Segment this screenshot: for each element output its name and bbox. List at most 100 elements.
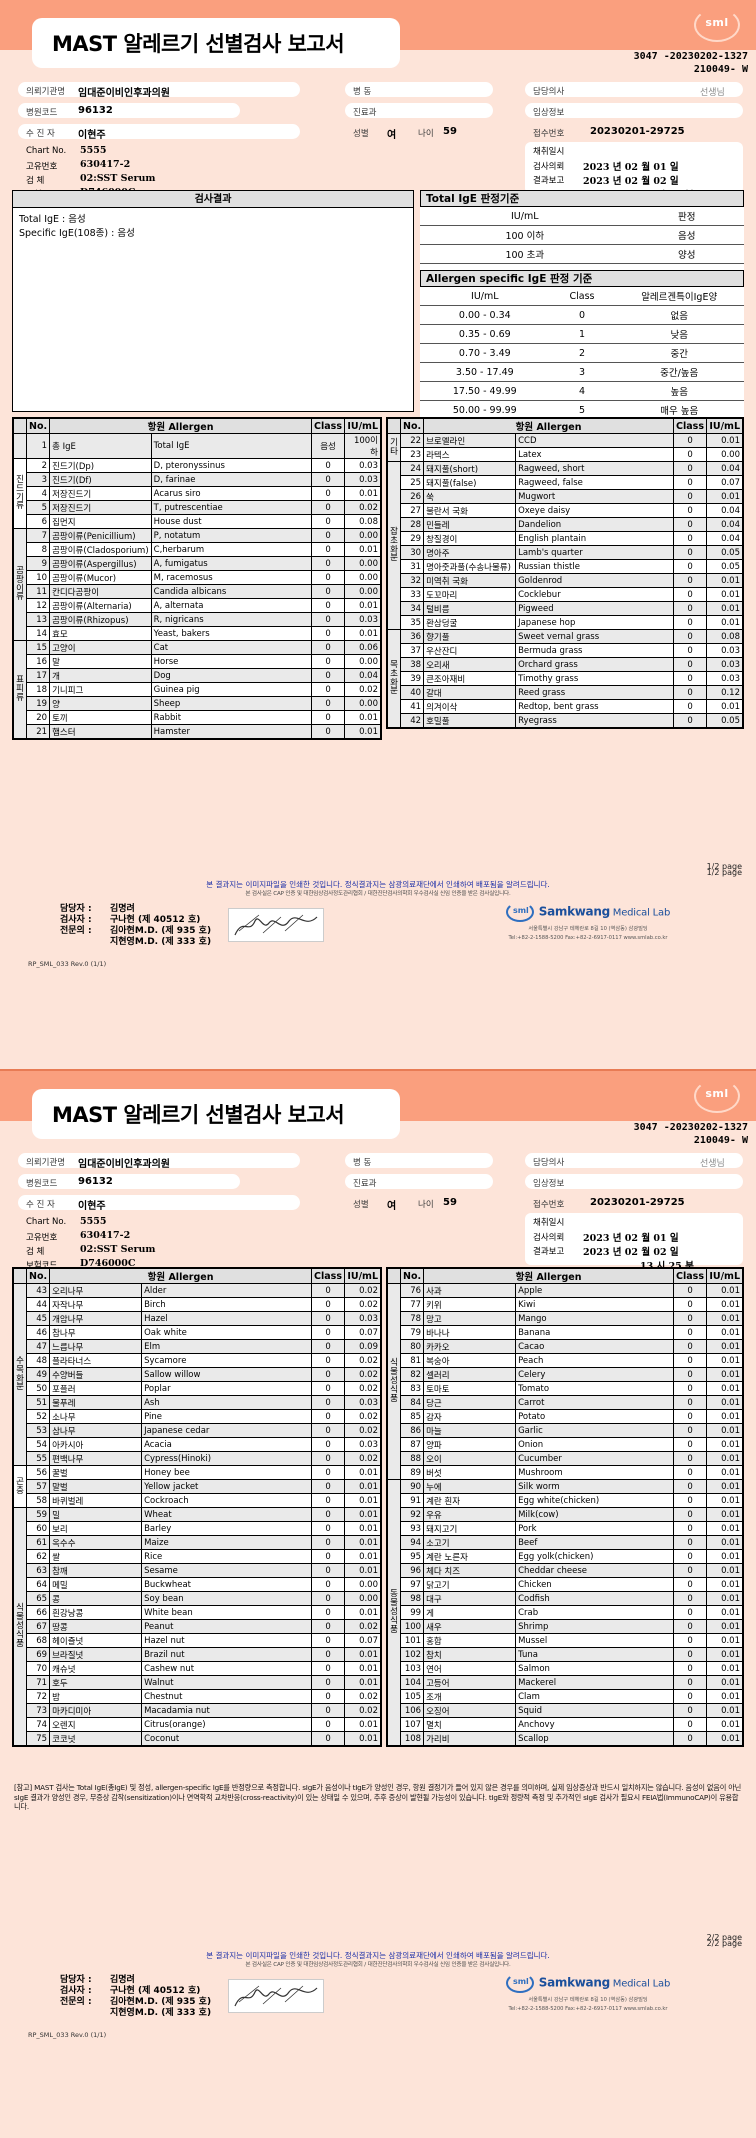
allergen-no: 56 [25, 1465, 51, 1480]
allergen-no: 33 [399, 587, 425, 602]
allergen-class: 0 [311, 1549, 345, 1564]
uniqueno-value: 630417-2 [80, 1230, 131, 1241]
allergen-name-en: Cacao [515, 1339, 675, 1354]
collect-label: 채취일시 [533, 1218, 565, 1228]
total-ige-range: 100 이하 [420, 225, 630, 245]
allergen-no: 66 [25, 1605, 51, 1620]
allergen-class: 0 [673, 1353, 707, 1368]
allergen-name-kr: 계란 흰자 [423, 1493, 517, 1508]
allergen-no: 62 [25, 1549, 51, 1564]
allergen-name-en: Orchard grass [515, 657, 675, 672]
allergen-name-kr: 포플러 [49, 1381, 143, 1396]
allergen-name-en: Sesame [141, 1563, 313, 1578]
allergen-name-kr: 진드기(Df) [49, 472, 152, 487]
allergen-name-en: Garlic [515, 1423, 675, 1438]
staff-label: 담당자 : [60, 904, 92, 914]
ward-label: 병 동 [353, 87, 372, 97]
allergen-no: 51 [25, 1395, 51, 1410]
allergen-name-en: Acacia [141, 1437, 313, 1452]
allergen-no: 30 [399, 545, 425, 560]
allergen-class: 0 [311, 1283, 345, 1298]
allergen-iu: 0.03 [344, 472, 381, 487]
allergen-name-en: Chicken [515, 1577, 675, 1592]
allergen-row: 31 명아줏과풀(수송나물류) Russian thistle 0 0.05 [388, 559, 743, 574]
allergen-name-en: White bean [141, 1605, 313, 1620]
allergen-no: 102 [399, 1647, 425, 1662]
allergen-iu: 0.01 [344, 486, 381, 501]
allergen-name-kr: 오렌지 [49, 1717, 143, 1732]
allergen-class: 0 [673, 1717, 707, 1732]
allergen-row: 68 헤이즐넛 Hazel nut 0 0.07 [14, 1633, 381, 1648]
allergen-name-en: Oak white [141, 1325, 313, 1340]
total-ige-header-row: IU/mL 판정 [420, 207, 744, 226]
allergen-no: 63 [25, 1563, 51, 1578]
total-ige-verdict: 양성 [629, 244, 744, 264]
allergen-no: 2 [25, 458, 51, 473]
allergen-row: 60 보리 Barley 0 0.01 [14, 1521, 381, 1536]
allergen-class: 0 [673, 1633, 707, 1648]
allergen-name-en: Hazel nut [141, 1633, 313, 1648]
chartno-value: 5555 [80, 145, 107, 156]
allergen-no: 44 [25, 1297, 51, 1312]
allergen-row: 83 토마토 Tomato 0 0.01 [388, 1381, 743, 1396]
allergen-row: 50 포플러 Poplar 0 0.02 [14, 1381, 381, 1396]
allergen-name-kr: 대구 [423, 1591, 517, 1606]
specialist-value-2: 지현영M.D. (제 333 호) [110, 2008, 212, 2018]
brand-name-2: Medical Lab [612, 1978, 671, 1990]
allergen-no: 75 [25, 1731, 51, 1746]
allergen-no: 70 [25, 1661, 51, 1676]
allergen-no: 6 [25, 514, 51, 529]
allergen-class: 0 [311, 1717, 345, 1732]
allergen-name-kr: 캐슈넛 [49, 1661, 143, 1676]
allergen-name-kr: 호두 [49, 1675, 143, 1690]
allergen-row: 30 명아주 Lamb's quarter 0 0.05 [388, 545, 743, 560]
allergen-iu: 0.04 [706, 503, 743, 518]
specific-ige-class: 0 [549, 305, 615, 325]
allergen-row: 65 콩 Soy bean 0 0.00 [14, 1591, 381, 1606]
allergen-table-header: No. 항원 Allergen Class IU/mL [387, 1268, 743, 1284]
doctor-value: 선생님 [700, 88, 725, 98]
allergen-name-en: Clam [515, 1689, 675, 1704]
allergen-row: 52 소나무 Pine 0 0.02 [14, 1409, 381, 1424]
allergen-no: 82 [399, 1367, 425, 1382]
allergen-no: 100 [399, 1619, 425, 1634]
allergen-name-kr: 브로멜라인 [423, 433, 517, 448]
allergen-name-en: Cheddar cheese [515, 1563, 675, 1578]
report-page-2: MAST 알레르기 선별검사 보고서 sml 3047 -20230202-13… [0, 1069, 756, 2138]
allergen-iu: 0.01 [344, 1465, 381, 1480]
allergen-name-kr: 헤이즐넛 [49, 1633, 143, 1648]
allergen-name-en: Timothy grass [515, 671, 675, 686]
allergen-group-header [13, 1268, 27, 1284]
allergen-iu: 0.01 [706, 1507, 743, 1522]
allergen-row: 식물성식품 59 밀 Wheat 0 0.01 [13, 1507, 381, 1746]
allergen-name-en: Macadamia nut [141, 1703, 313, 1718]
allergen-row: 55 편백나무 Cypress(Hinoki) 0 0.02 [14, 1451, 381, 1466]
criteria-panel: Total IgE 판정기준 IU/mL 판정 100 이하 음성 100 초과… [420, 190, 744, 439]
clinfo-label: 임상정보 [533, 108, 565, 118]
allergen-class: 0 [673, 489, 707, 504]
allergen-row: 87 양파 Onion 0 0.01 [388, 1437, 743, 1452]
allergen-class: 0 [673, 657, 707, 672]
allergen-iu: 0.01 [706, 1661, 743, 1676]
allergen-class: 0 [311, 598, 345, 613]
allergen-name-kr: 도꼬마리 [423, 587, 517, 602]
allergen-name-kr: 저장진드기 [49, 500, 152, 515]
allergen-class: 0 [311, 1297, 345, 1312]
allergen-name-en: Japanese hop [515, 615, 675, 630]
test-result-header: 검사결과 [13, 191, 413, 208]
allergen-iu: 0.00 [344, 696, 381, 711]
allergen-class: 0 [673, 1605, 707, 1620]
allergen-class: 0 [311, 528, 345, 543]
allergen-class: 0 [311, 640, 345, 655]
allergen-name-kr: 말벌 [49, 1479, 143, 1494]
allergen-name-kr: 토끼 [49, 710, 152, 725]
page-number: 2/2 page [706, 1939, 742, 1948]
allergen-no: 72 [25, 1689, 51, 1704]
allergen-name-kr: 토마토 [423, 1381, 517, 1396]
allergen-class: 0 [311, 724, 345, 739]
allergen-iu: 0.01 [706, 1283, 743, 1298]
specialist-value-1: 김아현M.D. (제 935 호) [110, 926, 212, 936]
test-result-line-2: Specific IgE(108종) : 음성 [19, 228, 135, 239]
allergen-name-en: Hamster [150, 724, 313, 739]
allergen-iu: 0.00 [706, 447, 743, 462]
